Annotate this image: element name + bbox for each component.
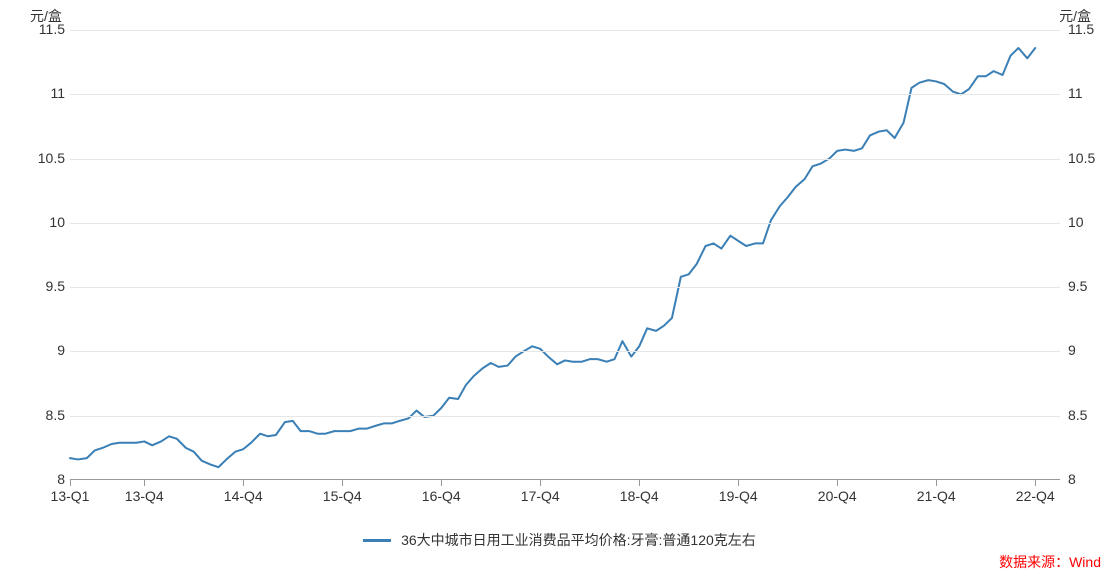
x-tick-mark	[738, 480, 739, 486]
x-tick-mark	[144, 480, 145, 486]
y-tick-label-left: 9.5	[5, 278, 65, 294]
plot-area	[70, 30, 1060, 480]
x-tick-label: 18-Q4	[620, 488, 659, 504]
series-line	[70, 48, 1035, 467]
x-tick-label: 13-Q4	[125, 488, 164, 504]
y-tick-label-left: 10	[5, 214, 65, 230]
y-tick-label-left: 8.5	[5, 407, 65, 423]
gridline	[70, 223, 1060, 224]
x-tick-label: 20-Q4	[818, 488, 857, 504]
x-tick-mark	[1035, 480, 1036, 486]
x-axis-line	[70, 479, 1060, 480]
y-tick-label-left: 9	[5, 342, 65, 358]
x-tick-mark	[540, 480, 541, 486]
gridline	[70, 416, 1060, 417]
x-tick-mark	[441, 480, 442, 486]
y-tick-label-right: 10.5	[1068, 150, 1119, 166]
y-tick-label-right: 11	[1068, 85, 1119, 101]
x-tick-label: 16-Q4	[422, 488, 461, 504]
x-tick-mark	[342, 480, 343, 486]
gridline	[70, 30, 1060, 31]
x-tick-label: 13-Q1	[51, 488, 90, 504]
x-tick-label: 17-Q4	[521, 488, 560, 504]
y-tick-label-right: 11.5	[1068, 21, 1119, 37]
gridline	[70, 351, 1060, 352]
legend-swatch	[363, 539, 391, 542]
y-tick-label-left: 11.5	[5, 21, 65, 37]
y-tick-label-right: 8.5	[1068, 407, 1119, 423]
x-tick-mark	[243, 480, 244, 486]
x-tick-mark	[936, 480, 937, 486]
line-series	[70, 30, 1060, 480]
x-tick-mark	[837, 480, 838, 486]
legend-label: 36大中城市日用工业消费品平均价格:牙膏:普通120克左右	[401, 532, 756, 548]
x-tick-label: 21-Q4	[917, 488, 956, 504]
y-tick-label-right: 8	[1068, 471, 1119, 487]
x-tick-label: 14-Q4	[224, 488, 263, 504]
x-tick-mark	[70, 480, 71, 486]
x-tick-label: 19-Q4	[719, 488, 758, 504]
gridline	[70, 287, 1060, 288]
x-tick-mark	[639, 480, 640, 486]
y-tick-label-right: 10	[1068, 214, 1119, 230]
y-tick-label-right: 9.5	[1068, 278, 1119, 294]
gridline	[70, 159, 1060, 160]
y-tick-label-right: 9	[1068, 342, 1119, 358]
gridline	[70, 94, 1060, 95]
x-tick-label: 22-Q4	[1016, 488, 1055, 504]
x-tick-label: 15-Q4	[323, 488, 362, 504]
source-note: 数据来源：Wind	[999, 552, 1101, 572]
y-tick-label-left: 10.5	[5, 150, 65, 166]
legend: 36大中城市日用工业消费品平均价格:牙膏:普通120克左右	[0, 530, 1119, 550]
y-tick-label-left: 8	[5, 471, 65, 487]
chart-container: 元/盒 元/盒 36大中城市日用工业消费品平均价格:牙膏:普通120克左右 数据…	[0, 0, 1119, 582]
y-tick-label-left: 11	[5, 85, 65, 101]
